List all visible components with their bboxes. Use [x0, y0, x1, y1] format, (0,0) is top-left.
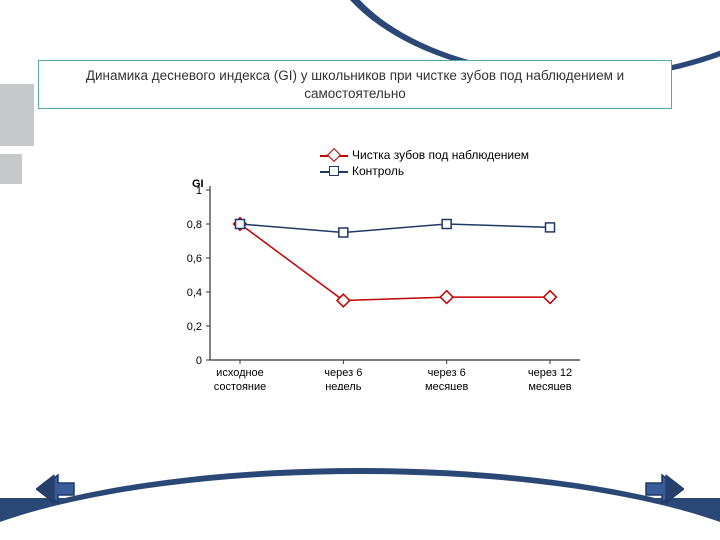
arrow-right-icon — [644, 473, 684, 505]
svg-text:через 12: через 12 — [528, 367, 572, 379]
svg-text:0,4: 0,4 — [187, 287, 202, 299]
decor-swoosh-bottom — [0, 468, 720, 540]
decor-gray-side-2 — [0, 154, 22, 184]
legend-swatch-control — [320, 165, 348, 177]
svg-text:исходное: исходное — [216, 367, 264, 379]
y-axis-title: GI — [192, 178, 204, 190]
legend-swatch-supervised — [320, 149, 348, 161]
svg-text:через 6: через 6 — [324, 367, 362, 379]
legend-label-control: Контроль — [352, 164, 404, 178]
chart-legend: Чистка зубов под наблюдением Контроль — [320, 148, 529, 180]
svg-text:состояние: состояние — [214, 381, 267, 390]
svg-text:недель: недель — [325, 381, 362, 390]
svg-text:0,2: 0,2 — [187, 321, 202, 333]
decor-gray-side — [0, 84, 34, 146]
legend-item-supervised: Чистка зубов под наблюдением — [320, 148, 529, 162]
svg-text:0,8: 0,8 — [187, 219, 202, 231]
gi-dynamics-chart: GI 00,20,40,60,81исходноесостояниечерез … — [140, 150, 600, 390]
svg-text:0,6: 0,6 — [187, 253, 202, 265]
legend-item-control: Контроль — [320, 164, 529, 178]
svg-text:месяцев: месяцев — [528, 381, 571, 390]
svg-text:0: 0 — [196, 355, 202, 367]
prev-button[interactable] — [36, 473, 76, 505]
svg-text:месяцев: месяцев — [425, 381, 468, 390]
legend-label-supervised: Чистка зубов под наблюдением — [352, 148, 529, 162]
chart-svg: 00,20,40,60,81исходноесостояниечерез 6не… — [140, 150, 600, 390]
arrow-left-icon — [36, 473, 76, 505]
slide-title: Динамика десневого индекса (GI) у школьн… — [38, 60, 672, 109]
next-button[interactable] — [644, 473, 684, 505]
svg-text:через 6: через 6 — [428, 367, 466, 379]
